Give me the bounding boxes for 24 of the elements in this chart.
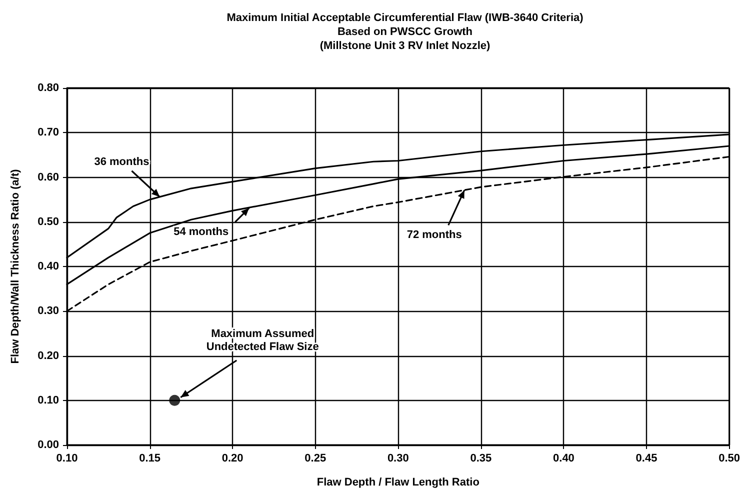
x-tick-label: 0.35 bbox=[470, 452, 492, 464]
x-axis-title: Flaw Depth / Flaw Length Ratio bbox=[316, 476, 480, 488]
y-tick-label: 0.70 bbox=[38, 126, 59, 139]
x-tick-label: 0.45 bbox=[636, 452, 658, 464]
x-tick-label: 0.10 bbox=[56, 452, 78, 464]
y-tick-label: 0.10 bbox=[38, 394, 59, 406]
x-tick-label: 0.15 bbox=[139, 452, 160, 464]
y-tick-label: 0.20 bbox=[38, 350, 59, 362]
text: 36 months bbox=[94, 156, 150, 168]
x-tick-label: 0.30 bbox=[387, 452, 409, 464]
y-tick-label: 0.40 bbox=[38, 260, 59, 272]
y-tick-label: 0.60 bbox=[38, 171, 59, 184]
y-tick-label: 0.00 bbox=[38, 439, 59, 451]
x-tick-label: 0.50 bbox=[718, 452, 740, 464]
x-tick-label: 0.25 bbox=[304, 452, 326, 464]
text: 72 months bbox=[406, 229, 462, 242]
series-label: 54 months bbox=[174, 226, 229, 238]
y-tick-label: 0.50 bbox=[38, 216, 59, 228]
y-axis-title: Flaw Depth/Wall Thickness Ratio (a/t) bbox=[10, 168, 22, 364]
x-tick-label: 0.40 bbox=[553, 452, 574, 464]
x-tick-label: 0.20 bbox=[222, 452, 244, 464]
y-tick-label: 0.30 bbox=[38, 305, 59, 318]
y-tick-label: 0.80 bbox=[38, 82, 59, 94]
chart-title: Maximum Initial Acceptable Circumferential Flaw (IWB-3640 Criteria) Based on PWSCC Growth (Millstone Unit 3 RV Inlet Nozzle) bbox=[226, 12, 584, 52]
